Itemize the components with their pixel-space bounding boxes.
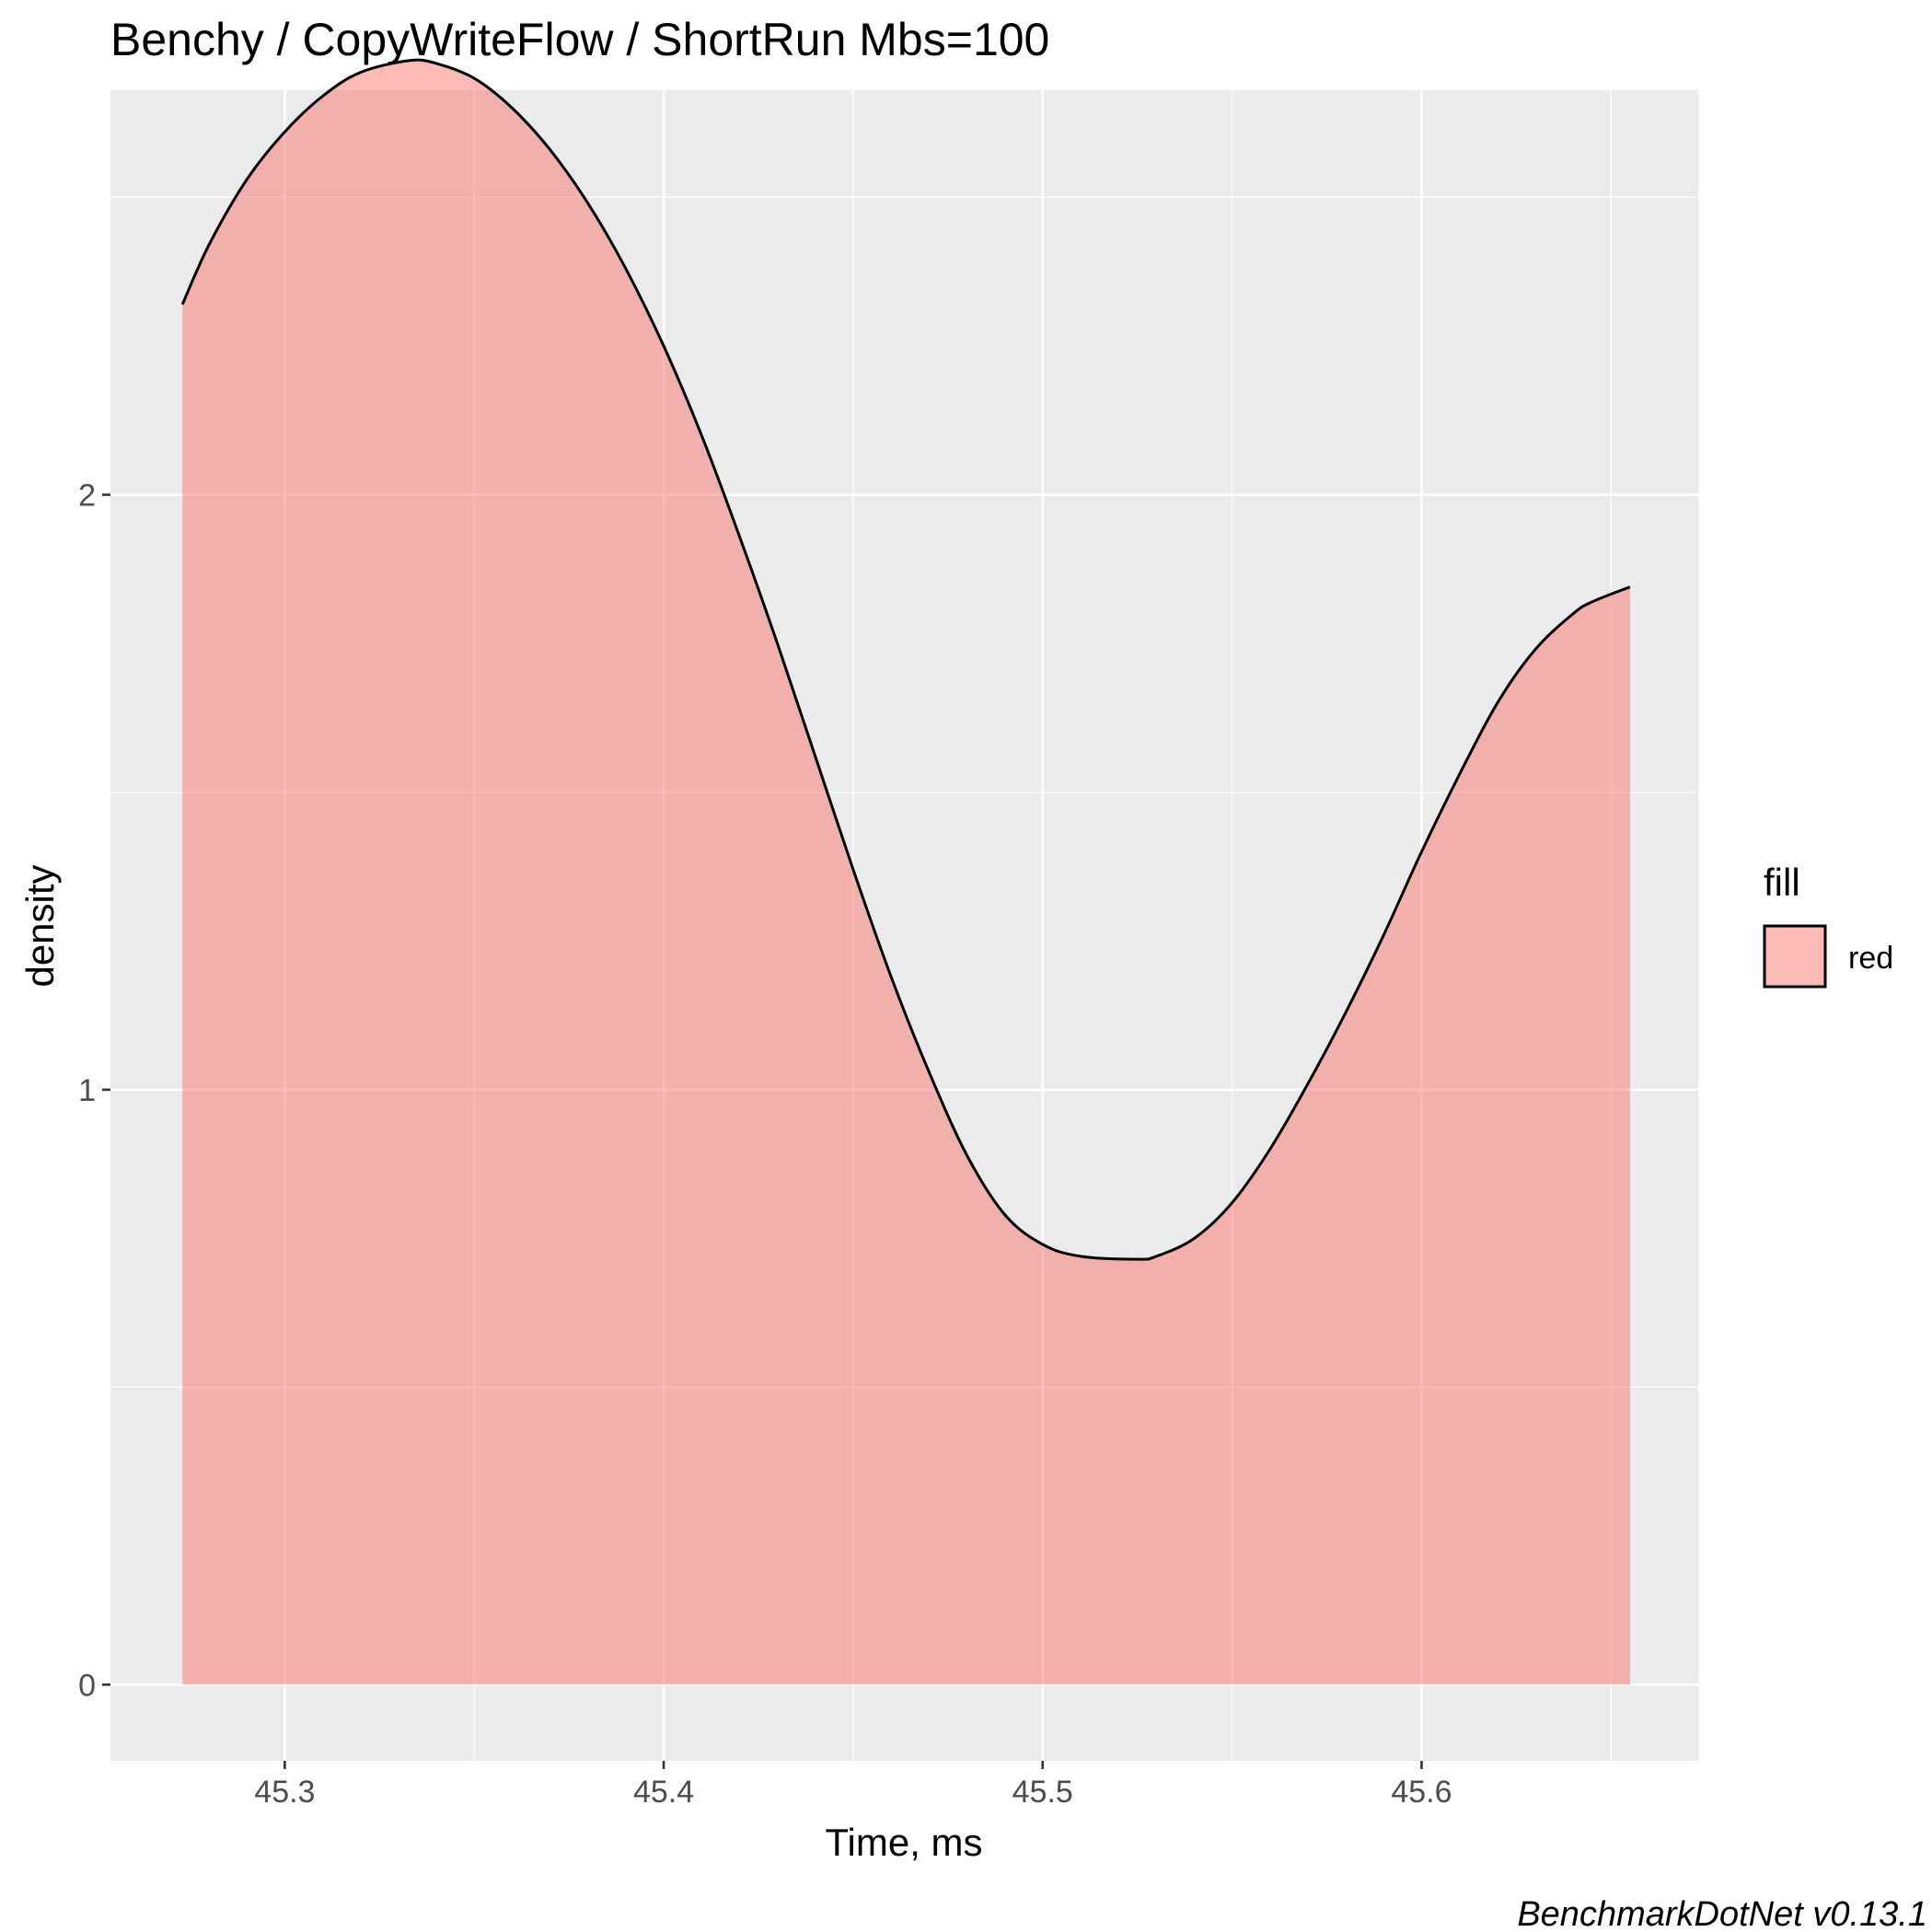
density-area bbox=[182, 60, 1630, 1685]
legend-title: fill bbox=[1764, 861, 1800, 904]
x-axis: 45.3 45.4 45.5 45.6 bbox=[254, 1761, 1452, 1810]
legend-label-red: red bbox=[1848, 941, 1893, 976]
x-tick-label: 45.5 bbox=[1012, 1775, 1073, 1810]
y-tick-label: 0 bbox=[78, 1668, 96, 1703]
x-tick-label: 45.6 bbox=[1391, 1775, 1452, 1810]
x-axis-title: Time, ms bbox=[825, 1821, 982, 1864]
y-tick-label: 2 bbox=[78, 479, 96, 514]
y-axis: 0 1 2 bbox=[78, 479, 110, 1703]
chart-title: Benchy / CopyWriteFlow / ShortRun Mbs=10… bbox=[110, 14, 1049, 65]
caption: BenchmarkDotNet v0.13.1 bbox=[1517, 1895, 1927, 1932]
x-tick-label: 45.3 bbox=[254, 1775, 315, 1810]
legend: fill red bbox=[1763, 861, 1893, 989]
y-axis-title: density bbox=[18, 864, 62, 987]
x-tick-label: 45.4 bbox=[633, 1775, 694, 1810]
density-curve-line bbox=[180, 58, 1631, 1261]
legend-key-red bbox=[1763, 924, 1827, 989]
y-tick-label: 1 bbox=[78, 1073, 96, 1108]
